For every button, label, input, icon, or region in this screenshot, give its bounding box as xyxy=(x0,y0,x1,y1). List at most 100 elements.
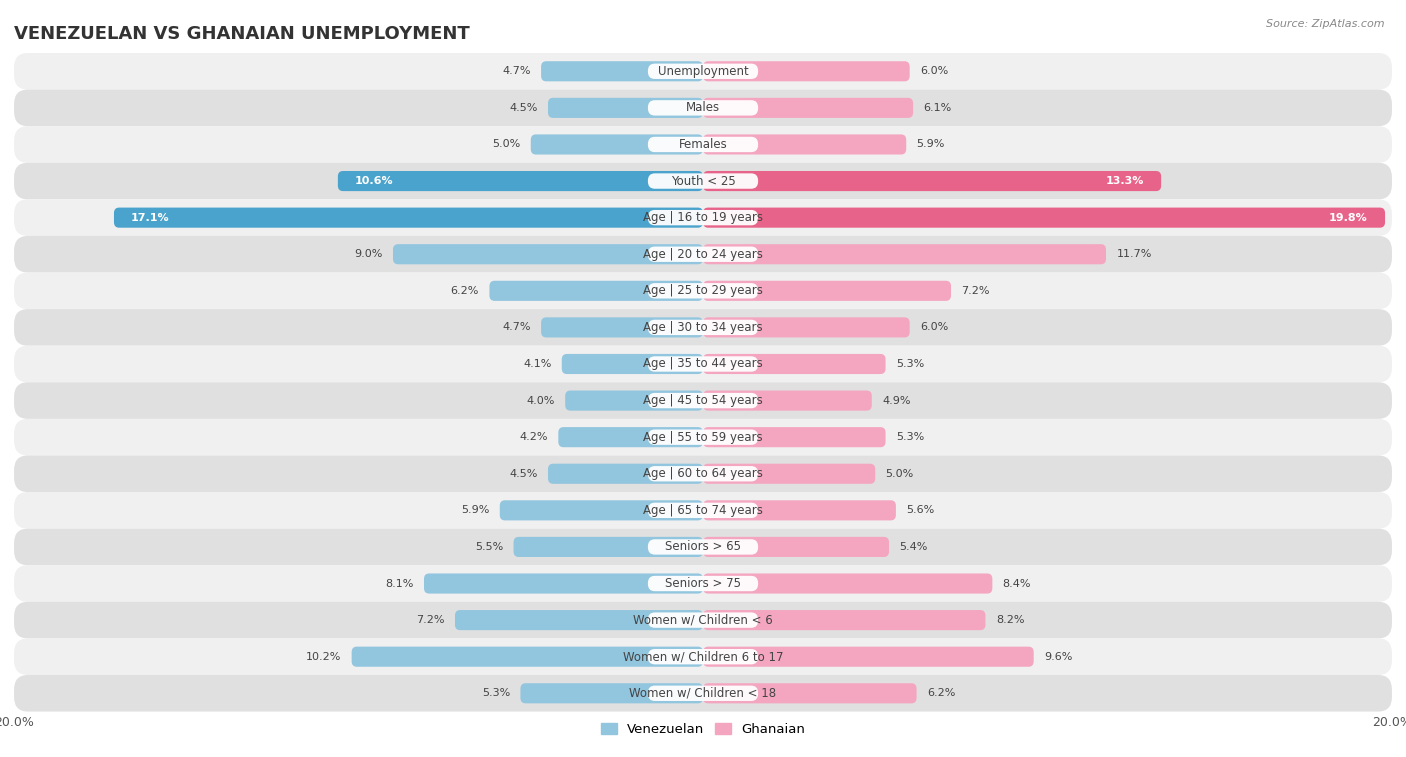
FancyBboxPatch shape xyxy=(531,135,703,154)
FancyBboxPatch shape xyxy=(703,537,889,557)
FancyBboxPatch shape xyxy=(648,503,758,518)
Text: Age | 55 to 59 years: Age | 55 to 59 years xyxy=(643,431,763,444)
FancyBboxPatch shape xyxy=(14,273,1392,309)
Text: Women w/ Children < 18: Women w/ Children < 18 xyxy=(630,687,776,699)
Text: Age | 35 to 44 years: Age | 35 to 44 years xyxy=(643,357,763,370)
FancyBboxPatch shape xyxy=(648,429,758,445)
FancyBboxPatch shape xyxy=(562,354,703,374)
FancyBboxPatch shape xyxy=(541,61,703,81)
FancyBboxPatch shape xyxy=(14,309,1392,346)
FancyBboxPatch shape xyxy=(648,466,758,481)
FancyBboxPatch shape xyxy=(703,207,1385,228)
FancyBboxPatch shape xyxy=(14,236,1392,273)
Text: Women w/ Children < 6: Women w/ Children < 6 xyxy=(633,614,773,627)
FancyBboxPatch shape xyxy=(456,610,703,630)
FancyBboxPatch shape xyxy=(703,354,886,374)
FancyBboxPatch shape xyxy=(14,565,1392,602)
FancyBboxPatch shape xyxy=(14,382,1392,419)
Text: 9.6%: 9.6% xyxy=(1045,652,1073,662)
Text: 4.0%: 4.0% xyxy=(526,396,555,406)
Text: Females: Females xyxy=(679,138,727,151)
FancyBboxPatch shape xyxy=(703,61,910,81)
Text: 6.2%: 6.2% xyxy=(927,688,955,698)
Text: 6.1%: 6.1% xyxy=(924,103,952,113)
FancyBboxPatch shape xyxy=(648,686,758,701)
FancyBboxPatch shape xyxy=(14,492,1392,528)
Text: 5.4%: 5.4% xyxy=(900,542,928,552)
Text: VENEZUELAN VS GHANAIAN UNEMPLOYMENT: VENEZUELAN VS GHANAIAN UNEMPLOYMENT xyxy=(14,25,470,43)
FancyBboxPatch shape xyxy=(703,500,896,520)
FancyBboxPatch shape xyxy=(541,317,703,338)
FancyBboxPatch shape xyxy=(14,199,1392,236)
Text: 6.2%: 6.2% xyxy=(451,286,479,296)
FancyBboxPatch shape xyxy=(703,281,950,301)
FancyBboxPatch shape xyxy=(648,173,758,188)
FancyBboxPatch shape xyxy=(703,171,1161,191)
Text: Unemployment: Unemployment xyxy=(658,65,748,78)
FancyBboxPatch shape xyxy=(703,317,910,338)
Text: Age | 30 to 34 years: Age | 30 to 34 years xyxy=(643,321,763,334)
FancyBboxPatch shape xyxy=(392,245,703,264)
Text: 4.7%: 4.7% xyxy=(502,67,531,76)
Text: Youth < 25: Youth < 25 xyxy=(671,175,735,188)
Text: 5.3%: 5.3% xyxy=(482,688,510,698)
Text: 8.4%: 8.4% xyxy=(1002,578,1031,588)
Text: 5.0%: 5.0% xyxy=(886,469,914,478)
Text: 4.7%: 4.7% xyxy=(502,322,531,332)
FancyBboxPatch shape xyxy=(337,171,703,191)
FancyBboxPatch shape xyxy=(114,207,703,228)
FancyBboxPatch shape xyxy=(352,646,703,667)
FancyBboxPatch shape xyxy=(648,64,758,79)
FancyBboxPatch shape xyxy=(513,537,703,557)
FancyBboxPatch shape xyxy=(558,427,703,447)
FancyBboxPatch shape xyxy=(648,393,758,408)
FancyBboxPatch shape xyxy=(648,137,758,152)
Text: 4.1%: 4.1% xyxy=(523,359,551,369)
FancyBboxPatch shape xyxy=(703,684,917,703)
FancyBboxPatch shape xyxy=(14,53,1392,89)
FancyBboxPatch shape xyxy=(14,89,1392,126)
Text: Seniors > 65: Seniors > 65 xyxy=(665,540,741,553)
FancyBboxPatch shape xyxy=(648,649,758,665)
FancyBboxPatch shape xyxy=(648,612,758,628)
Text: 5.9%: 5.9% xyxy=(917,139,945,149)
Text: 8.2%: 8.2% xyxy=(995,615,1025,625)
Text: 5.6%: 5.6% xyxy=(907,506,935,516)
Text: 10.2%: 10.2% xyxy=(307,652,342,662)
FancyBboxPatch shape xyxy=(565,391,703,410)
Text: Seniors > 75: Seniors > 75 xyxy=(665,577,741,590)
Text: 6.0%: 6.0% xyxy=(920,322,948,332)
FancyBboxPatch shape xyxy=(425,574,703,593)
Text: 4.5%: 4.5% xyxy=(509,469,537,478)
FancyBboxPatch shape xyxy=(14,346,1392,382)
Text: Women w/ Children 6 to 17: Women w/ Children 6 to 17 xyxy=(623,650,783,663)
FancyBboxPatch shape xyxy=(648,247,758,262)
Text: Age | 65 to 74 years: Age | 65 to 74 years xyxy=(643,504,763,517)
Text: 5.0%: 5.0% xyxy=(492,139,520,149)
FancyBboxPatch shape xyxy=(703,391,872,410)
FancyBboxPatch shape xyxy=(648,357,758,372)
Text: 4.5%: 4.5% xyxy=(509,103,537,113)
FancyBboxPatch shape xyxy=(14,528,1392,565)
FancyBboxPatch shape xyxy=(14,638,1392,675)
FancyBboxPatch shape xyxy=(648,539,758,555)
FancyBboxPatch shape xyxy=(14,602,1392,638)
Text: Age | 16 to 19 years: Age | 16 to 19 years xyxy=(643,211,763,224)
FancyBboxPatch shape xyxy=(14,419,1392,456)
FancyBboxPatch shape xyxy=(648,576,758,591)
FancyBboxPatch shape xyxy=(703,610,986,630)
Text: Age | 20 to 24 years: Age | 20 to 24 years xyxy=(643,248,763,260)
FancyBboxPatch shape xyxy=(548,464,703,484)
Text: 9.0%: 9.0% xyxy=(354,249,382,259)
Text: 7.2%: 7.2% xyxy=(962,286,990,296)
Text: Source: ZipAtlas.com: Source: ZipAtlas.com xyxy=(1267,19,1385,29)
Legend: Venezuelan, Ghanaian: Venezuelan, Ghanaian xyxy=(596,717,810,741)
Text: 17.1%: 17.1% xyxy=(131,213,170,223)
FancyBboxPatch shape xyxy=(648,210,758,226)
FancyBboxPatch shape xyxy=(703,98,912,118)
FancyBboxPatch shape xyxy=(703,646,1033,667)
Text: 5.9%: 5.9% xyxy=(461,506,489,516)
FancyBboxPatch shape xyxy=(703,135,907,154)
Text: 5.3%: 5.3% xyxy=(896,432,924,442)
Text: Age | 60 to 64 years: Age | 60 to 64 years xyxy=(643,467,763,480)
